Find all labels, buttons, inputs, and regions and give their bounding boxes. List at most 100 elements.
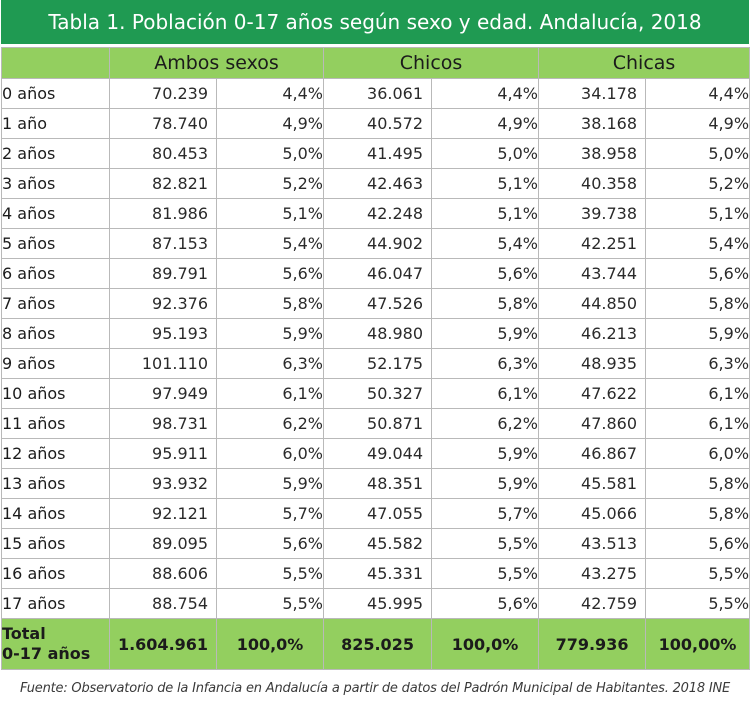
cell-ambos-percent: 6,2% <box>215 408 325 439</box>
row-age-label: 13 años <box>1 468 110 499</box>
cell-chicos-count: 42.248 <box>323 198 433 229</box>
cell-ambos-count: 97.949 <box>109 378 217 409</box>
cell-ambos-count: 92.121 <box>109 498 217 529</box>
table-row: 5 años 87.153 5,4% 44.902 5,4% 42.251 5,4% <box>1 228 750 259</box>
cell-chicas-count: 34.178 <box>538 78 647 109</box>
table-row: 10 años 97.949 6,1% 50.327 6,1% 47.622 6,1% <box>1 378 750 409</box>
row-age-label: 11 años <box>1 408 110 439</box>
table-row: 9 años 101.110 6,3% 52.175 6,3% 48.935 6,3% <box>1 348 750 379</box>
cell-chicas-count: 38.958 <box>538 138 647 169</box>
cell-chicas-percent: 5,8% <box>645 468 750 499</box>
row-age-label: 14 años <box>1 498 110 529</box>
cell-chicos-count: 36.061 <box>323 78 433 109</box>
row-age-label: 5 años <box>1 228 110 259</box>
cell-chicos-percent: 5,4% <box>431 228 540 259</box>
cell-chicos-percent: 5,7% <box>431 498 540 529</box>
total-ambos-count: 1.604.961 <box>109 618 217 670</box>
cell-ambos-percent: 4,9% <box>215 108 325 139</box>
header-chicas: Chicas <box>538 47 750 79</box>
row-age-label: 15 años <box>1 528 110 559</box>
table-row: 7 años 92.376 5,8% 47.526 5,8% 44.850 5,8% <box>1 288 750 319</box>
table-row: 14 años 92.121 5,7% 47.055 5,7% 45.066 5,8% <box>1 498 750 529</box>
cell-chicos-count: 48.980 <box>323 318 433 349</box>
cell-ambos-count: 78.740 <box>109 108 217 139</box>
cell-chicos-percent: 6,2% <box>431 408 540 439</box>
header-blank-cell <box>1 47 110 79</box>
header-row: Ambos sexos Chicos Chicas <box>1 47 750 79</box>
cell-chicas-percent: 5,1% <box>645 198 750 229</box>
cell-chicos-count: 42.463 <box>323 168 433 199</box>
cell-chicas-percent: 5,5% <box>645 588 750 619</box>
cell-chicas-count: 43.275 <box>538 558 647 589</box>
table-row: 8 años 95.193 5,9% 48.980 5,9% 46.213 5,9% <box>1 318 750 349</box>
row-age-label: 9 años <box>1 348 110 379</box>
total-chicos-count: 825.025 <box>323 618 433 670</box>
cell-chicos-percent: 5,1% <box>431 198 540 229</box>
cell-ambos-count: 89.095 <box>109 528 217 559</box>
cell-ambos-percent: 5,9% <box>215 468 325 499</box>
cell-chicas-count: 46.213 <box>538 318 647 349</box>
cell-chicos-count: 45.331 <box>323 558 433 589</box>
cell-ambos-percent: 5,6% <box>215 528 325 559</box>
total-label: Total 0-17 años <box>1 618 110 670</box>
cell-chicas-count: 47.860 <box>538 408 647 439</box>
cell-ambos-percent: 5,5% <box>215 588 325 619</box>
cell-ambos-percent: 5,1% <box>215 198 325 229</box>
header-chicos: Chicos <box>323 47 540 79</box>
cell-ambos-count: 93.932 <box>109 468 217 499</box>
table-figure: Tabla 1. Población 0-17 años según sexo … <box>1 0 750 696</box>
cell-ambos-count: 101.110 <box>109 348 217 379</box>
cell-chicos-count: 50.871 <box>323 408 433 439</box>
cell-chicas-percent: 5,6% <box>645 258 750 289</box>
header-ambos-sexos: Ambos sexos <box>108 47 325 79</box>
cell-ambos-count: 87.153 <box>109 228 217 259</box>
total-label-line1: Total <box>2 624 46 643</box>
cell-ambos-count: 89.791 <box>109 258 217 289</box>
cell-ambos-percent: 6,1% <box>215 378 325 409</box>
row-age-label: 6 años <box>1 258 110 289</box>
cell-chicas-count: 45.581 <box>538 468 647 499</box>
cell-ambos-percent: 5,8% <box>215 288 325 319</box>
cell-ambos-percent: 6,3% <box>215 348 325 379</box>
title-gap <box>1 44 749 47</box>
cell-chicas-count: 48.935 <box>538 348 647 379</box>
cell-chicas-count: 42.759 <box>538 588 647 619</box>
cell-chicas-percent: 5,0% <box>645 138 750 169</box>
cell-ambos-percent: 5,9% <box>215 318 325 349</box>
total-row: Total 0-17 años 1.604.961 100,0% 825.025… <box>1 618 750 670</box>
row-age-label: 1 año <box>1 108 110 139</box>
cell-chicas-count: 42.251 <box>538 228 647 259</box>
row-age-label: 4 años <box>1 198 110 229</box>
table-row: 4 años 81.986 5,1% 42.248 5,1% 39.738 5,1% <box>1 198 750 229</box>
row-age-label: 10 años <box>1 378 110 409</box>
cell-chicos-percent: 5,5% <box>431 528 540 559</box>
cell-chicos-percent: 5,6% <box>431 588 540 619</box>
total-ambos-percent: 100,0% <box>215 618 325 670</box>
cell-chicos-count: 47.526 <box>323 288 433 319</box>
cell-chicos-count: 45.582 <box>323 528 433 559</box>
cell-chicos-count: 50.327 <box>323 378 433 409</box>
table-row: 12 años 95.911 6,0% 49.044 5,9% 46.867 6,0% <box>1 438 750 469</box>
cell-chicos-count: 41.495 <box>323 138 433 169</box>
cell-chicas-percent: 4,9% <box>645 108 750 139</box>
cell-chicas-percent: 6,1% <box>645 378 750 409</box>
total-chicos-percent: 100,0% <box>431 618 540 670</box>
cell-chicos-percent: 5,6% <box>431 258 540 289</box>
population-table: Ambos sexos Chicos Chicas 0 años 70.239 4,… <box>1 47 750 670</box>
cell-chicos-count: 52.175 <box>323 348 433 379</box>
cell-chicas-percent: 4,4% <box>645 78 750 109</box>
table-row: 0 años 70.239 4,4% 36.061 4,4% 34.178 4,4% <box>1 78 750 109</box>
table-row: 1 año 78.740 4,9% 40.572 4,9% 38.168 4,9% <box>1 108 750 139</box>
source-note: Fuente: Observatorio de la Infancia en A… <box>20 681 730 696</box>
cell-chicas-count: 39.738 <box>538 198 647 229</box>
cell-chicos-percent: 5,9% <box>431 438 540 469</box>
cell-chicos-percent: 5,5% <box>431 558 540 589</box>
row-age-label: 16 años <box>1 558 110 589</box>
cell-chicos-count: 45.995 <box>323 588 433 619</box>
cell-ambos-percent: 5,6% <box>215 258 325 289</box>
cell-chicos-percent: 5,8% <box>431 288 540 319</box>
cell-chicas-percent: 5,2% <box>645 168 750 199</box>
cell-chicos-count: 47.055 <box>323 498 433 529</box>
cell-ambos-percent: 5,5% <box>215 558 325 589</box>
cell-ambos-percent: 6,0% <box>215 438 325 469</box>
